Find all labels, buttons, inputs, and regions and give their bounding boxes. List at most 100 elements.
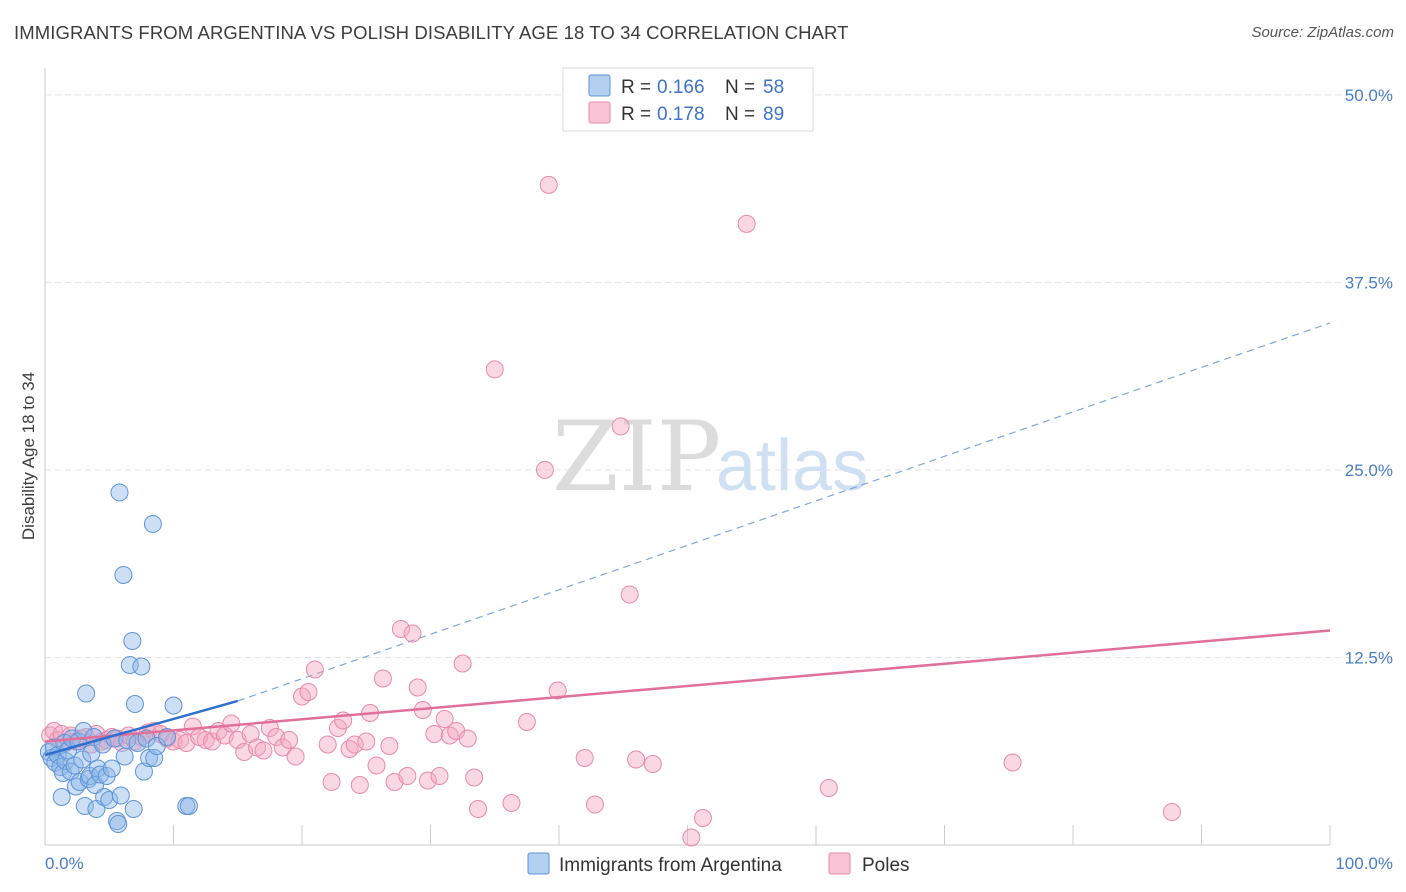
point-poles — [1003, 753, 1022, 772]
legend-r-label: R = — [621, 104, 651, 125]
point-argentina — [120, 655, 139, 674]
point-argentina — [74, 721, 93, 740]
point-argentina — [123, 631, 142, 650]
y-tick-labels: 12.5% 25.0% 37.5% 50.0% — [1345, 86, 1393, 668]
bottom-legend-swatch-pink — [828, 852, 851, 875]
point-poles — [693, 808, 712, 827]
y-tick-label: 25.0% — [1345, 461, 1393, 480]
source-credit: Source: ZipAtlas.com — [1251, 24, 1394, 41]
bottom-legend-label: Immigrants from Argentina — [559, 855, 782, 876]
y-tick-label: 12.5% — [1345, 648, 1393, 667]
point-poles — [318, 735, 337, 754]
point-poles — [280, 730, 299, 749]
legend-r-label: R = — [621, 77, 651, 98]
point-poles — [539, 175, 558, 194]
point-poles — [183, 717, 202, 736]
point-poles — [517, 712, 536, 731]
point-poles — [458, 729, 477, 748]
legend-r-value: 0.178 — [657, 104, 705, 125]
point-poles — [254, 741, 273, 760]
point-argentina — [132, 657, 151, 676]
point-argentina — [111, 786, 130, 805]
y-tick-label: 37.5% — [1345, 273, 1393, 292]
point-argentina — [100, 790, 119, 809]
bottom-legend-label: Poles — [862, 855, 910, 876]
watermark-zip: ZIP — [552, 401, 721, 513]
point-poles — [435, 709, 454, 728]
point-argentina — [134, 762, 153, 781]
point-poles — [535, 460, 554, 479]
legend-n-label: N = — [725, 77, 755, 98]
point-argentina — [52, 787, 71, 806]
point-poles — [299, 682, 318, 701]
point-poles — [440, 726, 459, 745]
bottom-legend-swatch-blue — [527, 852, 550, 875]
point-argentina — [107, 811, 126, 830]
point-poles — [350, 775, 369, 794]
point-poles — [367, 756, 386, 775]
point-poles — [682, 828, 701, 847]
point-poles — [322, 772, 341, 791]
legend: R = 0.166 N = 58 R = 0.178 N = 89 — [562, 67, 814, 132]
chart-title: IMMIGRANTS FROM ARGENTINA VS POLISH DISA… — [14, 22, 849, 43]
point-poles — [260, 718, 279, 737]
point-poles — [465, 768, 484, 787]
point-poles — [273, 738, 292, 757]
legend-n-label: N = — [725, 104, 755, 125]
point-poles — [469, 799, 488, 818]
point-poles — [620, 585, 639, 604]
point-argentina — [73, 750, 92, 769]
point-poles — [222, 714, 241, 733]
point-argentina — [114, 565, 133, 584]
gridlines — [45, 94, 1370, 658]
point-argentina — [102, 759, 121, 778]
point-argentina — [75, 796, 94, 815]
point-poles — [164, 732, 183, 751]
watermark-atlas: atlas — [716, 426, 868, 506]
x-tick-label: 0.0% — [45, 854, 84, 873]
y-axis-label: Disability Age 18 to 34 — [19, 372, 38, 540]
legend-n-value: 89 — [763, 104, 784, 125]
point-argentina — [110, 483, 129, 502]
point-poles — [357, 732, 376, 751]
point-poles — [418, 771, 437, 790]
point-poles — [1162, 802, 1181, 821]
point-poles — [627, 750, 646, 769]
legend-swatch-blue — [588, 74, 611, 97]
point-argentina — [115, 747, 134, 766]
data-points — [39, 175, 1331, 847]
point-poles — [398, 766, 417, 785]
point-poles — [502, 793, 521, 812]
point-poles — [430, 766, 449, 785]
point-poles — [819, 778, 838, 797]
point-argentina — [77, 684, 96, 703]
point-poles — [391, 619, 410, 638]
point-argentina — [164, 696, 183, 715]
point-poles — [453, 654, 472, 673]
point-poles — [485, 360, 504, 379]
legend-swatch-pink — [588, 101, 611, 124]
point-poles — [611, 417, 630, 436]
point-poles — [380, 736, 399, 755]
point-poles — [408, 678, 427, 697]
point-argentina — [125, 694, 144, 713]
point-argentina — [179, 796, 198, 815]
point-argentina — [109, 814, 128, 833]
legend-r-value: 0.166 — [657, 77, 705, 98]
y-tick-label: 50.0% — [1345, 86, 1393, 105]
point-poles — [425, 724, 444, 743]
point-argentina — [147, 736, 166, 755]
point-poles — [737, 214, 756, 233]
trend-line-poles — [44, 629, 1331, 743]
point-poles — [196, 730, 215, 749]
point-poles — [575, 748, 594, 767]
point-argentina — [124, 799, 143, 818]
point-argentina — [143, 514, 162, 533]
point-poles — [403, 624, 422, 643]
point-poles — [293, 687, 311, 706]
point-poles — [548, 681, 567, 700]
point-argentina — [145, 748, 164, 767]
point-poles — [305, 660, 324, 679]
point-argentina — [91, 765, 110, 784]
